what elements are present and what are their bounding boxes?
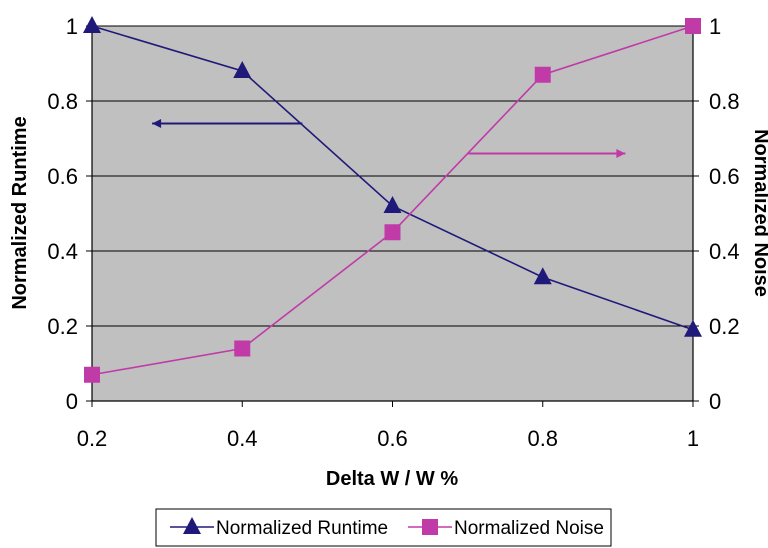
runtime-point bbox=[383, 196, 402, 213]
noise-series bbox=[84, 18, 701, 383]
runtime-axis-arrow bbox=[152, 119, 303, 128]
x-tick-label: 1 bbox=[687, 426, 699, 451]
y-axis-title-left: Normalized Runtime bbox=[9, 116, 31, 309]
noise-axis-arrow bbox=[467, 149, 626, 158]
x-axis-title: Delta W / W % bbox=[326, 468, 458, 490]
y-tick-label-right: 0.8 bbox=[709, 89, 740, 114]
x-tick-label: 0.4 bbox=[227, 426, 258, 451]
x-tick-label: 0.2 bbox=[77, 426, 108, 451]
plot-area bbox=[92, 26, 693, 401]
legend-box bbox=[155, 508, 612, 547]
y-tick-label-left: 0.4 bbox=[47, 239, 78, 264]
legend: Normalized Runtime Normalized Noise bbox=[155, 508, 612, 547]
x-tick-label: 0.6 bbox=[377, 426, 408, 451]
noise-point bbox=[84, 366, 100, 383]
tick-labels: 0 0 0.2 0.2 0.4 0.4 0.6 0.6 0.8 0.8 1 1 0.2 0.4 0.6 0.8… bbox=[47, 14, 739, 451]
arrow-head bbox=[152, 119, 162, 128]
runtime-point bbox=[684, 319, 702, 337]
arrow-head bbox=[616, 149, 626, 158]
y-tick-label-left: 0.2 bbox=[47, 314, 78, 339]
legend-marker bbox=[183, 517, 201, 534]
y-axis-title-right: Normalized Noise bbox=[750, 129, 768, 297]
y-tick-label-left: 0.8 bbox=[47, 89, 78, 114]
runtime-point bbox=[83, 16, 101, 33]
y-tick-label-left: 0.6 bbox=[47, 164, 78, 189]
legend-item-runtime: Normalized Runtime bbox=[170, 517, 388, 539]
x-tick-label: 0.8 bbox=[527, 426, 558, 451]
legend-label-noise: Normalized Noise bbox=[454, 518, 604, 539]
y-tick-label-right: 0.4 bbox=[709, 239, 740, 264]
noise-point bbox=[534, 66, 551, 83]
runtime-point bbox=[533, 267, 552, 285]
noise-point bbox=[234, 340, 251, 357]
y-tick-label-left: 0 bbox=[66, 389, 78, 414]
legend-marker bbox=[422, 519, 438, 535]
legend-label-runtime: Normalized Runtime bbox=[216, 518, 388, 539]
runtime-series bbox=[83, 16, 702, 337]
y-tick-label-right: 0.2 bbox=[709, 314, 740, 339]
noise-point bbox=[685, 18, 701, 34]
runtime-point bbox=[233, 61, 252, 78]
y-tick-label-right: 0.6 bbox=[709, 164, 740, 189]
legend-item-noise: Normalized Noise bbox=[408, 518, 604, 539]
series-group bbox=[83, 16, 702, 383]
y-tick-label-right: 0 bbox=[709, 389, 721, 414]
y-tick-label-left: 1 bbox=[66, 14, 78, 39]
noise-point bbox=[384, 224, 401, 241]
annotations bbox=[152, 119, 626, 158]
y-tick-label-right: 1 bbox=[709, 14, 721, 39]
